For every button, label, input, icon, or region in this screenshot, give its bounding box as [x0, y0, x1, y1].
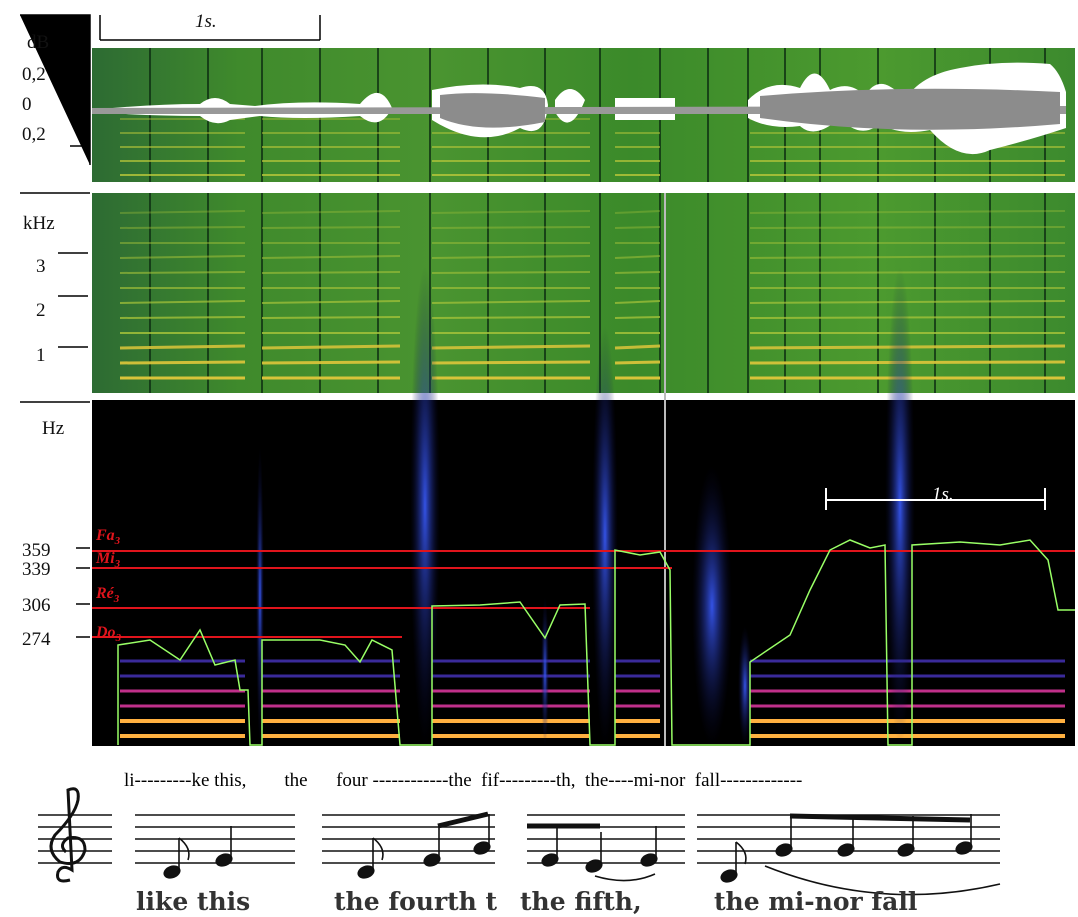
tick-marks — [76, 547, 90, 638]
axis-unit: kHz — [23, 213, 55, 234]
svg-text:Ré3: Ré3 — [95, 585, 120, 605]
beam — [437, 811, 489, 829]
tick-label: 1 — [36, 345, 46, 366]
noise-band — [692, 466, 732, 746]
harmonic — [431, 271, 591, 274]
harmonic — [431, 316, 591, 319]
caption: the fourth t — [334, 887, 498, 916]
axis-unit: dB — [27, 32, 49, 53]
pitch-track — [117, 539, 1075, 746]
scale-label: 1s. — [932, 484, 954, 505]
caption: the mi-nor fall — [714, 887, 917, 916]
tick-label: 274 — [22, 629, 51, 650]
harmonic — [119, 226, 246, 229]
pitch-spectrogram — [92, 400, 1075, 746]
harmonic — [614, 210, 661, 214]
harmonic — [749, 210, 1066, 214]
harmonic — [614, 271, 661, 274]
harmonic — [431, 226, 591, 229]
harmonic — [119, 271, 246, 274]
lyrics: li---------ke this, the four -----------… — [124, 770, 802, 791]
harmonic — [749, 255, 1066, 259]
tick-label: 0,2 — [22, 124, 46, 145]
score — [38, 787, 1001, 896]
harmonic — [614, 300, 661, 304]
note-octave: 3 — [114, 558, 121, 570]
waveform-core — [440, 88, 1060, 130]
note-octave: 3 — [114, 535, 121, 547]
harmonic — [261, 226, 401, 229]
harmonic — [614, 226, 661, 229]
note-name: Do — [95, 624, 116, 641]
svg-text:Do3: Do3 — [95, 624, 122, 644]
harmonic — [614, 316, 661, 319]
harmonic — [119, 210, 246, 214]
tick-label: 2 — [36, 300, 46, 321]
note-labels: Fa3 Mi3 Ré3 Do3 — [95, 527, 122, 644]
tick-label: 0 — [22, 94, 32, 115]
tick-label: 3 — [36, 256, 46, 277]
harmonic — [261, 271, 401, 274]
noise-band — [541, 596, 549, 746]
harmonic — [431, 300, 591, 304]
svg-text:Mi3: Mi3 — [95, 550, 121, 570]
scale-label: 1s. — [195, 11, 217, 32]
harmonic — [261, 255, 401, 259]
harmonic — [261, 300, 401, 304]
harmonic — [431, 255, 591, 259]
caption: the fifth, — [520, 887, 642, 916]
harmonic — [119, 300, 246, 304]
scale-bar — [825, 488, 1046, 510]
harmonic — [119, 360, 246, 365]
axes — [20, 14, 321, 403]
caption: like this — [136, 887, 250, 916]
harmonic — [749, 226, 1066, 229]
harmonic — [614, 344, 661, 350]
tick-label: 359 — [22, 540, 51, 561]
note-flag — [735, 841, 747, 865]
noise-band — [738, 626, 752, 746]
note-octave: 3 — [115, 632, 122, 644]
tick-label: 0,2 — [22, 64, 46, 85]
noise-band — [885, 266, 915, 746]
note-name: Fa — [95, 527, 115, 544]
tick-label: 339 — [22, 559, 51, 580]
harmonic — [614, 360, 661, 365]
harmonic — [261, 210, 401, 214]
harmonic — [119, 316, 246, 319]
noise-band — [410, 266, 440, 746]
noise-band — [256, 446, 264, 746]
note-name: Mi — [95, 550, 115, 567]
harmonic — [119, 344, 246, 350]
tick-label: 306 — [22, 595, 51, 616]
beam — [789, 813, 971, 823]
harmonic — [261, 344, 401, 350]
note-flag — [178, 837, 190, 861]
noise-band — [592, 326, 618, 746]
harmonic — [431, 210, 591, 214]
axis-unit: Hz — [42, 418, 64, 439]
note-octave: 3 — [113, 593, 120, 605]
note-flag — [372, 837, 384, 861]
harmonic — [431, 360, 591, 365]
harmonic — [119, 255, 246, 259]
svg-text:Fa3: Fa3 — [95, 527, 121, 547]
harmonic — [431, 344, 591, 350]
clef — [49, 787, 87, 883]
slur — [764, 865, 1001, 896]
note-name: Ré — [95, 585, 115, 602]
harmonic — [261, 360, 401, 365]
waveform — [555, 89, 675, 123]
harmonic — [614, 255, 661, 259]
harmonic — [261, 316, 401, 319]
slur — [594, 873, 656, 882]
